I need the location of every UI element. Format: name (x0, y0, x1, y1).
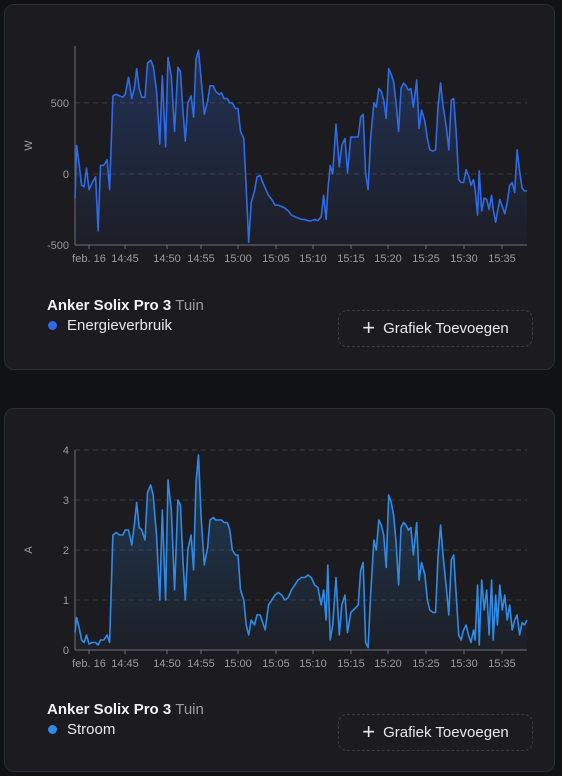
add-chart-button-label: Grafiek Toevoegen (383, 320, 509, 337)
x-tick-label: 15:05 (262, 253, 290, 265)
x-tick-label: 15:10 (299, 658, 327, 670)
y-tick-label: 4 (63, 445, 69, 457)
legend-entry-energy[interactable]: Energieverbruik (47, 317, 204, 334)
x-tick-label: 15:30 (450, 658, 478, 670)
y-axis-label: A (23, 546, 35, 554)
series-area (75, 455, 527, 650)
x-tick-label: feb. 16 (72, 658, 106, 670)
y-tick-label: 1 (63, 595, 69, 607)
legend-entry-label: Energieverbruik (67, 317, 173, 334)
x-tick-label: 14:45 (111, 658, 139, 670)
x-tick-label: 15:05 (262, 658, 290, 670)
chart-legend: Anker Solix Pro 3 Tuin Stroom (47, 701, 204, 738)
add-chart-button[interactable]: + Grafiek Toevoegen (338, 310, 533, 347)
legend-entry-current[interactable]: Stroom (47, 721, 204, 738)
device-location: Tuin (175, 297, 204, 314)
y-tick-label: 0 (63, 645, 69, 657)
x-tick-label: 14:50 (153, 253, 181, 265)
series-line[interactable] (74, 49, 527, 243)
chart-legend: Anker Solix Pro 3 Tuin Energieverbruik (47, 297, 204, 334)
y-tick-label: 2 (63, 545, 69, 557)
series-area (75, 50, 527, 245)
plus-icon: + (362, 718, 376, 744)
y-tick-label: 3 (63, 495, 69, 507)
y-tick-label: 0 (63, 169, 69, 181)
x-tick-label: 15:10 (299, 253, 327, 265)
legend-entry-label: Stroom (67, 721, 116, 738)
x-tick-label: 15:20 (374, 253, 402, 265)
y-tick-label: -500 (47, 240, 69, 252)
x-tick-label: 15:15 (337, 253, 365, 265)
device-name: Anker Solix Pro 3 (47, 701, 172, 718)
y-axis-label: W (23, 140, 35, 151)
add-chart-button-label: Grafiek Toevoegen (383, 724, 509, 741)
series-color-dot (48, 321, 57, 330)
y-tick-label: 500 (51, 98, 69, 110)
x-tick-label: 14:50 (153, 658, 181, 670)
legend-title: Anker Solix Pro 3 Tuin (47, 701, 204, 718)
add-chart-button[interactable]: + Grafiek Toevoegen (338, 714, 533, 751)
x-tick-label: 15:25 (412, 253, 440, 265)
legend-title: Anker Solix Pro 3 Tuin (47, 297, 204, 314)
x-tick-label: 15:25 (412, 658, 440, 670)
x-tick-label: feb. 16 (72, 253, 106, 265)
device-name: Anker Solix Pro 3 (47, 297, 172, 314)
x-tick-label: 14:45 (111, 253, 139, 265)
x-tick-label: 15:35 (488, 658, 516, 670)
x-tick-label: 15:20 (374, 658, 402, 670)
x-tick-label: 15:00 (224, 253, 252, 265)
series-line[interactable] (74, 454, 528, 649)
series-color-dot (48, 725, 57, 734)
device-location: Tuin (175, 701, 204, 718)
x-tick-label: 15:35 (488, 253, 516, 265)
x-tick-label: 15:30 (450, 253, 478, 265)
x-tick-label: 14:55 (187, 253, 215, 265)
x-tick-label: 15:00 (224, 658, 252, 670)
x-tick-label: 15:15 (337, 658, 365, 670)
x-tick-label: 14:55 (187, 658, 215, 670)
plus-icon: + (362, 314, 376, 340)
